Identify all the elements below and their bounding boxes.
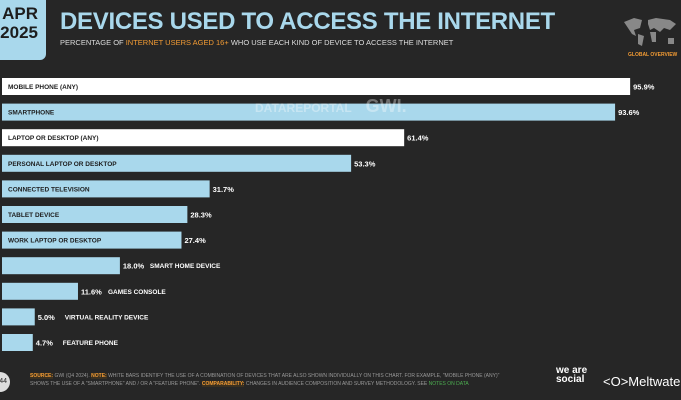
subtitle-highlight: INTERNET USERS AGED 16+: [125, 38, 229, 47]
value-label: 93.6%: [618, 108, 640, 117]
bar: [2, 180, 210, 198]
value-label: 5.0%: [38, 313, 55, 322]
source-text: GWI (Q4 2024).: [53, 373, 92, 379]
value-label: 61.4%: [407, 134, 429, 143]
bar: [2, 103, 616, 121]
page-title: DEVICES USED TO ACCESS THE INTERNET: [60, 8, 555, 35]
category-label: TABLET DEVICE: [8, 212, 60, 219]
category-label: SMART HOME DEVICE: [150, 263, 221, 270]
bar: [2, 308, 35, 326]
date-month: APR: [2, 4, 38, 23]
category-label: SMARTPHONE: [8, 110, 55, 117]
category-label: FEATURE PHONE: [63, 340, 119, 347]
date-badge: APR 2025: [0, 0, 46, 60]
bar: [2, 154, 352, 172]
watermark-right: GWI.: [365, 96, 407, 116]
value-label: 31.7%: [213, 185, 235, 194]
subtitle-post: WHO USE EACH KIND OF DEVICE TO ACCESS TH…: [228, 38, 454, 47]
value-label: 27.4%: [184, 236, 206, 245]
subtitle-pre: PERCENTAGE OF: [60, 38, 126, 47]
we-are-social-logo: we are social: [556, 365, 588, 385]
bar: [2, 206, 188, 223]
world-map-icon: [624, 18, 676, 46]
category-label: VIRTUAL REALITY DEVICE: [65, 314, 149, 321]
comparability-label: COMPARABILITY:: [201, 381, 245, 387]
page-number: 44: [0, 372, 10, 392]
category-label: LAPTOP OR DESKTOP (ANY): [8, 135, 99, 142]
category-label: MOBILE PHONE (ANY): [8, 84, 78, 91]
comparability-text: CHANGES IN AUDIENCE COMPOSITION AND SURV…: [244, 381, 429, 387]
category-label: WORK LAPTOP OR DESKTOP: [8, 238, 102, 245]
note-text: WHITE BARS IDENTIFY THE USE OF A COMBINA…: [30, 373, 500, 387]
bar: [2, 231, 182, 249]
bar: [2, 282, 78, 300]
bar: [2, 129, 405, 147]
value-label: 28.3%: [190, 211, 212, 220]
watermark-left: DATAREPORTAL: [255, 101, 352, 115]
date-year: 2025: [0, 23, 38, 42]
category-label: CONNECTED TELEVISION: [8, 186, 90, 193]
bar: [2, 78, 631, 95]
value-label: 18.0%: [123, 262, 145, 271]
global-overview-badge: GLOBAL OVERVIEW: [628, 52, 678, 58]
source-label: SOURCE:: [30, 373, 54, 379]
bar: [2, 334, 33, 351]
page-subtitle: PERCENTAGE OF INTERNET USERS AGED 16+ WH…: [60, 38, 453, 47]
meltwater-logo: <O>Meltwater: [603, 374, 681, 389]
notes-on-data-link[interactable]: NOTES ON DATA: [428, 381, 469, 387]
category-label: PERSONAL LAPTOP OR DESKTOP: [8, 161, 117, 168]
value-label: 95.9%: [633, 83, 655, 92]
watermark: DATAREPORTAL GWI.: [255, 96, 407, 117]
category-label: GAMES CONSOLE: [108, 289, 166, 296]
footnote: SOURCE: GWI (Q4 2024). NOTE: WHITE BARS …: [30, 372, 510, 388]
meltwater-text: Meltwater: [628, 374, 681, 389]
value-label: 4.7%: [36, 339, 53, 348]
value-label: 53.3%: [354, 159, 376, 168]
note-label: NOTE:: [91, 373, 107, 379]
bar: [2, 257, 120, 275]
value-label: 11.6%: [81, 287, 102, 296]
